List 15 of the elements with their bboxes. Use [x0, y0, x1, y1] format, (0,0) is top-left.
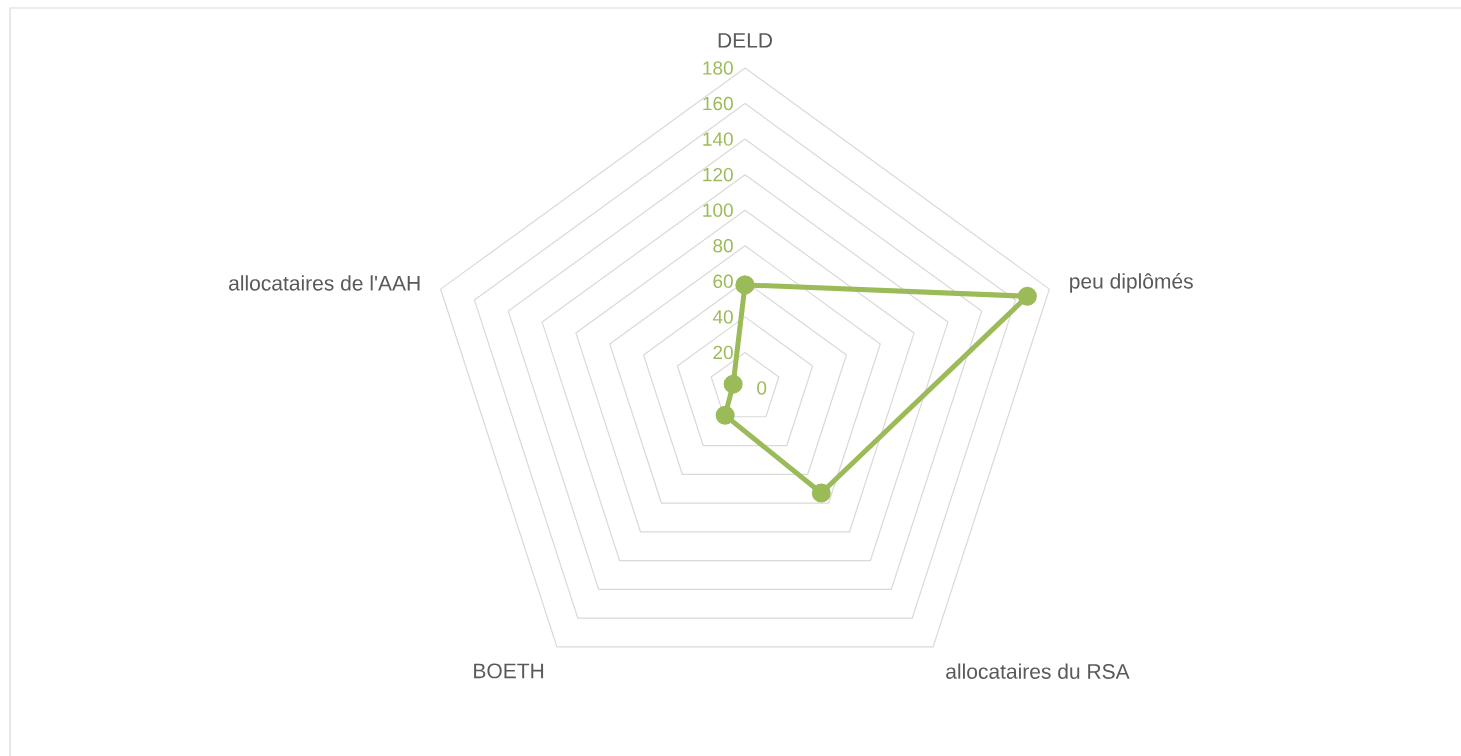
spoke-label: allocataires du RSA: [946, 663, 1130, 679]
y-tick-label: 0: [757, 381, 767, 395]
spoke-label: DELD: [718, 33, 772, 48]
y-tick-label: 140: [703, 132, 733, 146]
y-tick-label: 20: [713, 345, 733, 360]
spoke-label: peu diplômés: [1070, 273, 1193, 293]
y-tick-label: 60: [713, 274, 733, 289]
y-tick-label: 80: [713, 239, 733, 253]
y-tick-label: 160: [703, 96, 733, 111]
y-tick-label: 100: [703, 203, 733, 217]
y-tick-label: 180: [703, 61, 733, 75]
spoke-label: allocataires de l'AAH: [229, 275, 420, 291]
y-tick-label: 120: [703, 167, 733, 182]
spoke-label: BOETH: [474, 663, 544, 679]
y-tick-label: 40: [712, 310, 733, 324]
